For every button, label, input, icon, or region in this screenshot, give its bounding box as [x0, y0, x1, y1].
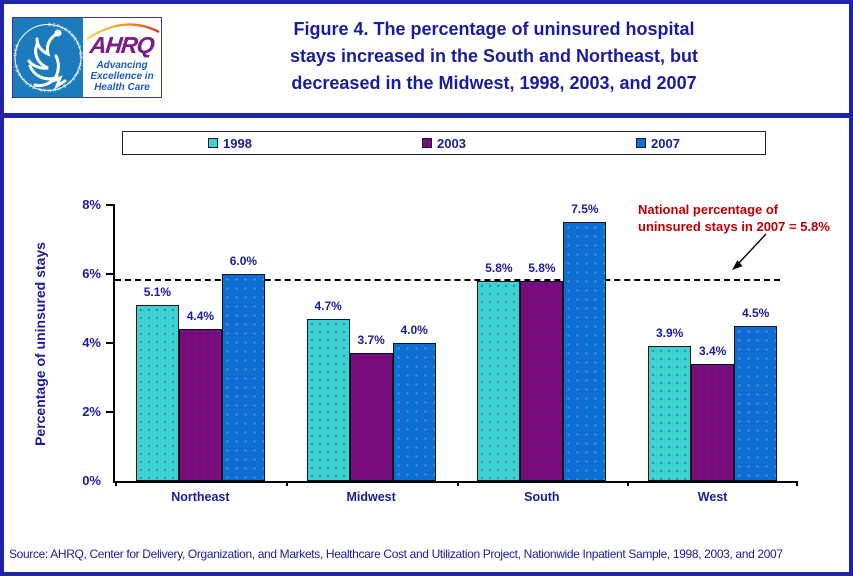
- value-label-midwest-2007: 4.0%: [400, 323, 428, 337]
- y-axis-tick-label: 0%: [82, 473, 101, 488]
- legend-item-2007: 2007: [551, 136, 765, 151]
- legend-item-2003: 2003: [337, 136, 551, 151]
- legend-swatch-1998: [208, 138, 219, 148]
- y-axis-title: Percentage of uninsured stays: [32, 242, 48, 446]
- hhs-eagle-icon: DEPARTMENT OF HEALTH & HUMAN SERVICES • …: [12, 22, 82, 93]
- bar-group-west: 3.9% 3.4% 4.5% West: [627, 205, 798, 504]
- y-axis-tick-label: 2%: [82, 404, 101, 419]
- value-label-south-2003: 5.8%: [528, 260, 556, 275]
- tagline-line-3: Health Care: [94, 82, 150, 93]
- value-label-west-2007: 4.5%: [741, 305, 770, 320]
- bar-northeast-2003: [178, 329, 222, 481]
- value-label-midwest-1998: 4.7%: [314, 298, 342, 313]
- y-axis-tick: [106, 273, 115, 275]
- ahrq-wordmark-panel: AHRQ Advancing Excellence in Health Care: [83, 18, 161, 97]
- category-label-northeast: Northeast: [171, 490, 230, 504]
- y-axis-tick: [106, 411, 115, 413]
- legend-label-1998: 1998: [223, 135, 252, 151]
- ahrq-arc-icon: [86, 23, 160, 40]
- title-line-2: stays increased in the South and Northea…: [289, 46, 699, 66]
- bar-south-1998: [477, 280, 521, 481]
- value-label-south-2007: 7.5%: [571, 202, 599, 217]
- value-label-midwest-2003: 3.7%: [357, 333, 385, 348]
- y-axis-tick: [106, 342, 115, 344]
- tagline-line-1: Advancing: [96, 60, 148, 71]
- header-divider: [4, 113, 849, 118]
- bar-south-2007: [563, 222, 607, 481]
- legend-swatch-2003: [422, 138, 433, 148]
- source-note: Source: AHRQ, Center for Delivery, Organ…: [9, 547, 783, 561]
- hhs-seal-icon: DEPARTMENT OF HEALTH & HUMAN SERVICES • …: [12, 18, 83, 97]
- value-label-northeast-2007: 6.0%: [229, 254, 258, 268]
- bar-west-2007: [734, 325, 778, 481]
- reference-annotation: National percentage of uninsured stays i…: [638, 201, 849, 235]
- y-axis-tick-label: 4%: [82, 335, 101, 350]
- value-label-west-1998: 3.9%: [655, 326, 684, 341]
- category-label-west: West: [697, 490, 728, 504]
- category-label-midwest: Midwest: [346, 490, 396, 504]
- y-axis-tick: [106, 204, 115, 206]
- ahrq-tagline: Advancing Excellence in Health Care: [90, 60, 153, 93]
- ahrq-logo: DEPARTMENT OF HEALTH & HUMAN SERVICES • …: [12, 17, 162, 98]
- bar-northeast-1998: [135, 305, 179, 481]
- y-axis-tick-label: 8%: [82, 197, 101, 212]
- title-line-3: decreased in the Midwest, 1998, 2003, an…: [291, 73, 697, 93]
- x-axis-tick: [796, 481, 798, 486]
- bar-south-2003: [520, 280, 564, 481]
- annotation-arrow-icon: [732, 233, 767, 270]
- legend-label-2007: 2007: [651, 135, 680, 151]
- value-label-northeast-1998: 5.1%: [143, 285, 172, 300]
- figure-title: Figure 4. The percentage of uninsured ho…: [229, 16, 759, 97]
- plot-area: 0% 2% 4% 6% 8% 5.1% 4.4% 6.0% Northeast 4.7% 3.7% 4…: [82, 198, 798, 504]
- bar-northeast-2007: [221, 274, 265, 481]
- bar-group-northeast: 5.1% 4.4% 6.0% Northeast: [115, 205, 286, 504]
- bar-midwest-2003: [349, 353, 393, 481]
- x-axis-tick: [627, 481, 630, 486]
- x-axis-tick: [456, 481, 459, 486]
- annotation-line-1: National percentage of: [638, 202, 779, 217]
- ahrq-wordmark: AHRQ: [88, 32, 156, 58]
- x-axis-tick: [285, 481, 288, 486]
- legend-swatch-2007: [636, 138, 647, 148]
- y-axis-tick-label: 6%: [82, 266, 101, 281]
- national-reference-line: [115, 278, 780, 281]
- bar-west-1998: [648, 346, 692, 481]
- chart-legend: 1998 2003 2007: [122, 131, 766, 155]
- legend-item-1998: 1998: [123, 136, 337, 151]
- tagline-line-2: Excellence in: [90, 71, 154, 82]
- category-label-south: South: [524, 490, 560, 504]
- value-label-south-1998: 5.8%: [485, 260, 513, 275]
- bar-group-midwest: 4.7% 3.7% 4.0% Midwest: [286, 205, 457, 504]
- bar-west-2003: [691, 363, 735, 481]
- bar-group-south: 5.8% 5.8% 7.5% South: [457, 202, 628, 504]
- legend-label-2003: 2003: [437, 135, 466, 151]
- x-axis-tick: [115, 481, 117, 486]
- bar-midwest-2007: [392, 343, 436, 481]
- annotation-line-2: uninsured stays in 2007 = 5.8%: [638, 219, 830, 234]
- value-label-west-2003: 3.4%: [698, 343, 727, 358]
- bar-midwest-1998: [306, 318, 350, 481]
- value-label-northeast-2003: 4.4%: [186, 309, 215, 324]
- title-line-1: Figure 4. The percentage of uninsured ho…: [293, 19, 695, 39]
